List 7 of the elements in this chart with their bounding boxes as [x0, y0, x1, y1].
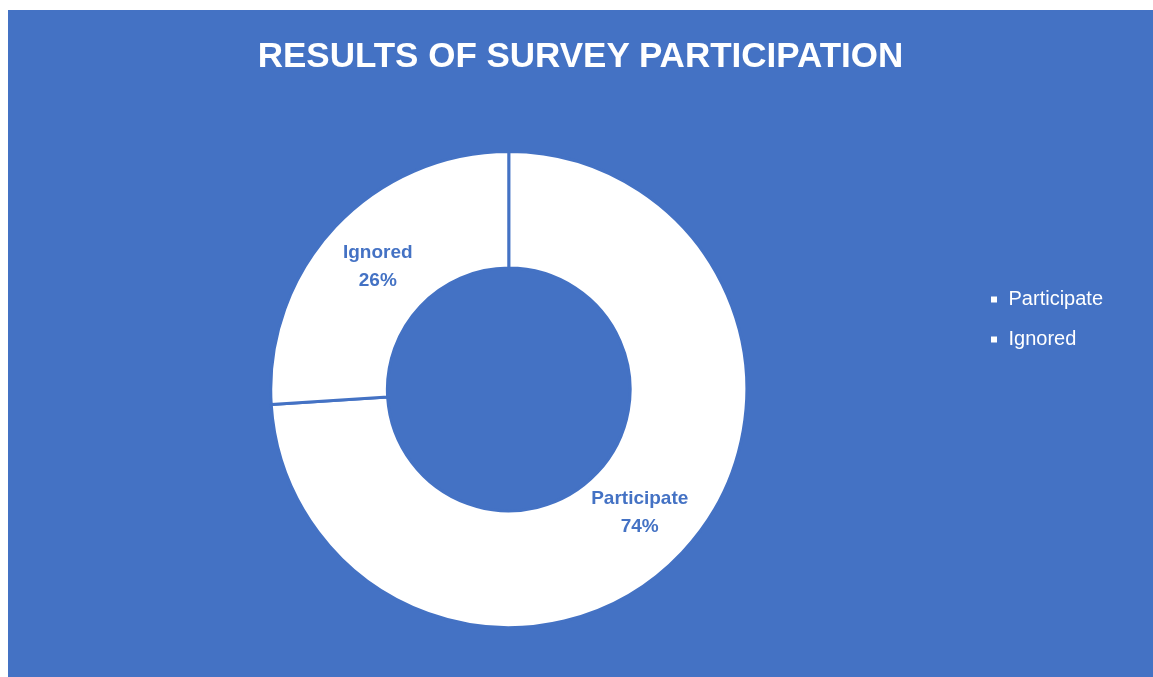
data-label: 74%: [620, 514, 659, 536]
slice-label: Participate: [591, 486, 689, 508]
legend-label: Ignored: [1008, 327, 1077, 350]
data-label: 26%: [358, 268, 397, 290]
legend-label: Participate: [1008, 287, 1104, 310]
slice-label: Ignored: [342, 240, 413, 262]
chart-title: RESULTS OF SURVEY PARTICIPATION: [257, 34, 904, 74]
